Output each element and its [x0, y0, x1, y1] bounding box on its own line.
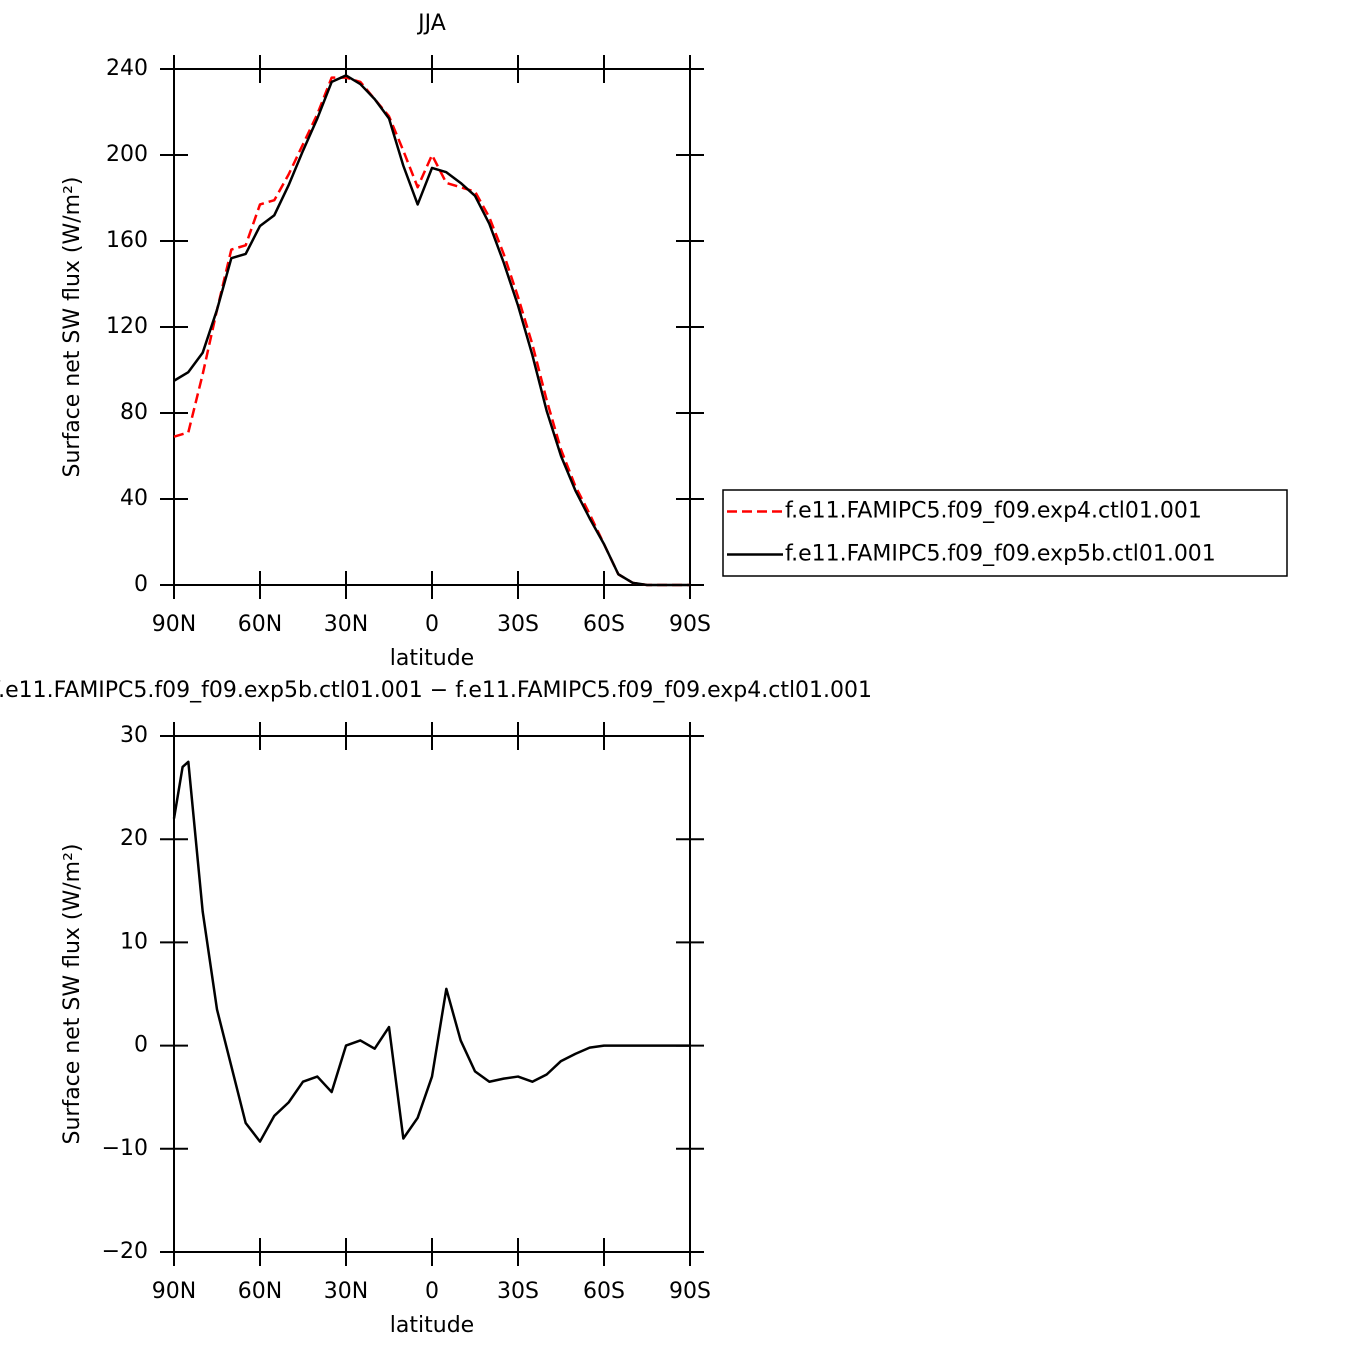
legend-label: f.e11.FAMIPC5.f09_f09.exp4.ctl01.001 [785, 499, 1202, 524]
x-tick-label: 0 [425, 612, 439, 637]
x-tick-label: 30S [497, 612, 539, 637]
x-tick-label: 90N [152, 612, 196, 637]
y-tick-label: 240 [106, 56, 148, 81]
y-tick-label: 120 [106, 314, 148, 339]
x-tick-label: 30S [497, 1279, 539, 1304]
y-tick-label: 0 [134, 572, 148, 597]
y-tick-label: 40 [120, 486, 148, 511]
data-line [172, 760, 690, 1143]
y-tick-label: −20 [102, 1239, 148, 1264]
x-tick-label: 30N [324, 612, 368, 637]
x-tick-label: 30N [324, 1279, 368, 1304]
y-axis-label: Surface net SW flux (W/m²) [60, 176, 85, 477]
legend-label: f.e11.FAMIPC5.f09_f09.exp5b.ctl01.001 [785, 542, 1216, 567]
y-tick-label: 200 [106, 142, 148, 167]
x-tick-label: 90S [669, 612, 711, 637]
y-tick-label: −10 [102, 1136, 148, 1161]
plot-frame [173, 735, 691, 1253]
x-tick-label: 60N [238, 1279, 282, 1304]
data-line [173, 76, 690, 587]
x-tick-label: 60N [238, 612, 282, 637]
plot-frame [173, 68, 691, 586]
legend: f.e11.FAMIPC5.f09_f09.exp4.ctl01.001 f.e1… [722, 489, 1288, 577]
y-tick-label: 10 [120, 929, 148, 954]
y-tick-label: 160 [106, 228, 148, 253]
x-tick-label: 0 [425, 1279, 439, 1304]
y-tick-label: 20 [120, 826, 148, 851]
chart-title: JJA [416, 11, 446, 36]
x-tick-label: 90S [669, 1279, 711, 1304]
y-axis-label: Surface net SW flux (W/m²) [60, 843, 85, 1144]
chart-title: f.e11.FAMIPC5.f09_f09.exp5b.ctl01.001 − … [0, 678, 872, 703]
y-tick-label: 30 [120, 723, 148, 748]
x-tick-label: 60S [583, 1279, 625, 1304]
y-tick-label: 80 [120, 400, 148, 425]
x-tick-label: 60S [583, 612, 625, 637]
x-tick-label: 90N [152, 1279, 196, 1304]
legend-box [722, 489, 1288, 577]
x-axis-label: latitude [390, 646, 474, 671]
data-line [173, 74, 690, 587]
y-tick-label: 0 [134, 1033, 148, 1058]
x-axis-label: latitude [390, 1313, 474, 1338]
